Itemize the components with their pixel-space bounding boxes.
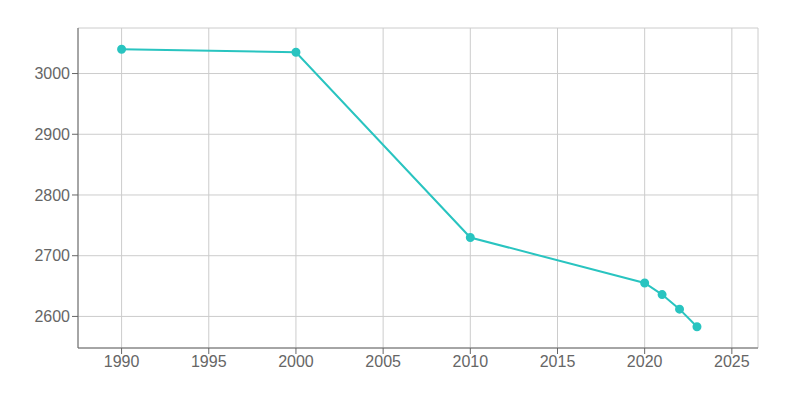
svg-text:1995: 1995 bbox=[191, 353, 227, 370]
svg-text:2015: 2015 bbox=[540, 353, 576, 370]
svg-text:2800: 2800 bbox=[34, 187, 70, 204]
svg-text:3000: 3000 bbox=[34, 65, 70, 82]
svg-text:2020: 2020 bbox=[627, 353, 663, 370]
svg-text:2700: 2700 bbox=[34, 247, 70, 264]
svg-text:2010: 2010 bbox=[453, 353, 489, 370]
svg-text:1990: 1990 bbox=[104, 353, 140, 370]
svg-text:2600: 2600 bbox=[34, 308, 70, 325]
svg-text:2025: 2025 bbox=[714, 353, 750, 370]
svg-text:2000: 2000 bbox=[278, 353, 314, 370]
svg-text:2900: 2900 bbox=[34, 126, 70, 143]
svg-text:2005: 2005 bbox=[365, 353, 401, 370]
